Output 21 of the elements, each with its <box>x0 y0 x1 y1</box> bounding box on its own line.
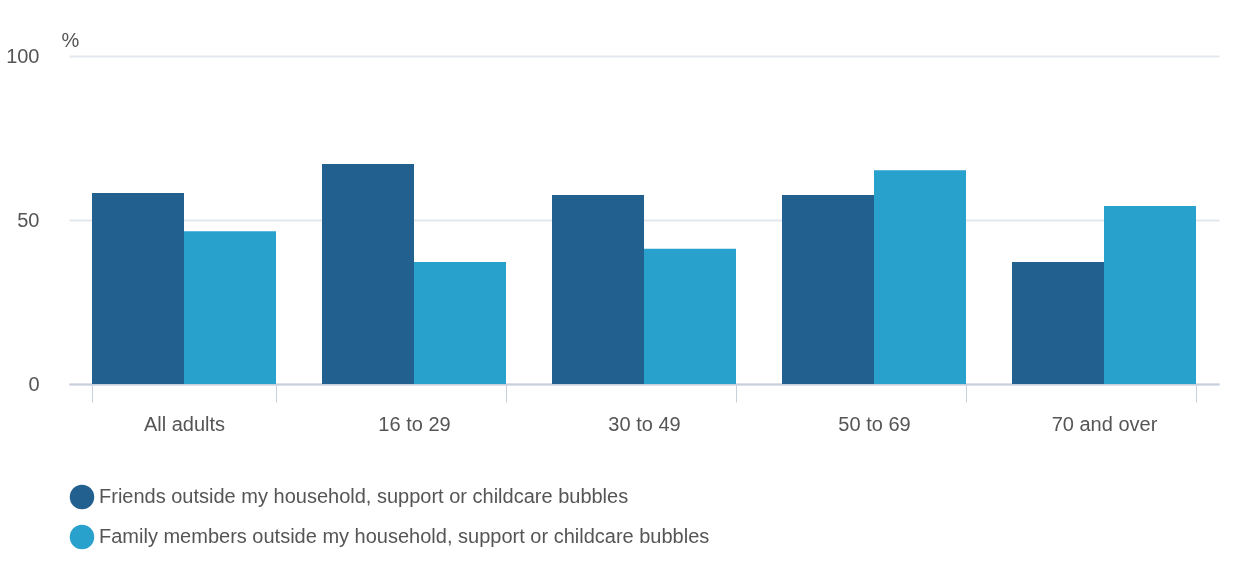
bar <box>644 248 736 384</box>
bar <box>552 195 644 384</box>
y-tick-label: 0 <box>28 372 40 395</box>
legend-label: Family members outside my household, support or childcare bubbles <box>99 525 710 547</box>
bar <box>782 195 874 384</box>
bar <box>414 261 506 384</box>
x-tick-label: 30 to 49 <box>608 412 681 435</box>
bar <box>322 163 414 384</box>
bar <box>874 170 966 384</box>
bar <box>1104 205 1196 384</box>
x-tick-label: 50 to 69 <box>838 412 911 435</box>
y-tick-label: 50 <box>17 208 40 231</box>
bar <box>1012 261 1104 384</box>
x-tick-label: All adults <box>143 412 226 435</box>
legend-label: Friends outside my household, support or childcare bubbles <box>99 485 629 507</box>
y-axis-title: % <box>61 28 80 51</box>
bar <box>92 193 184 384</box>
x-tick-label: 16 to 29 <box>378 412 451 435</box>
x-tick-label: 70 and over <box>1051 412 1158 435</box>
bar <box>184 231 276 384</box>
y-tick-label: 100 <box>6 44 40 67</box>
